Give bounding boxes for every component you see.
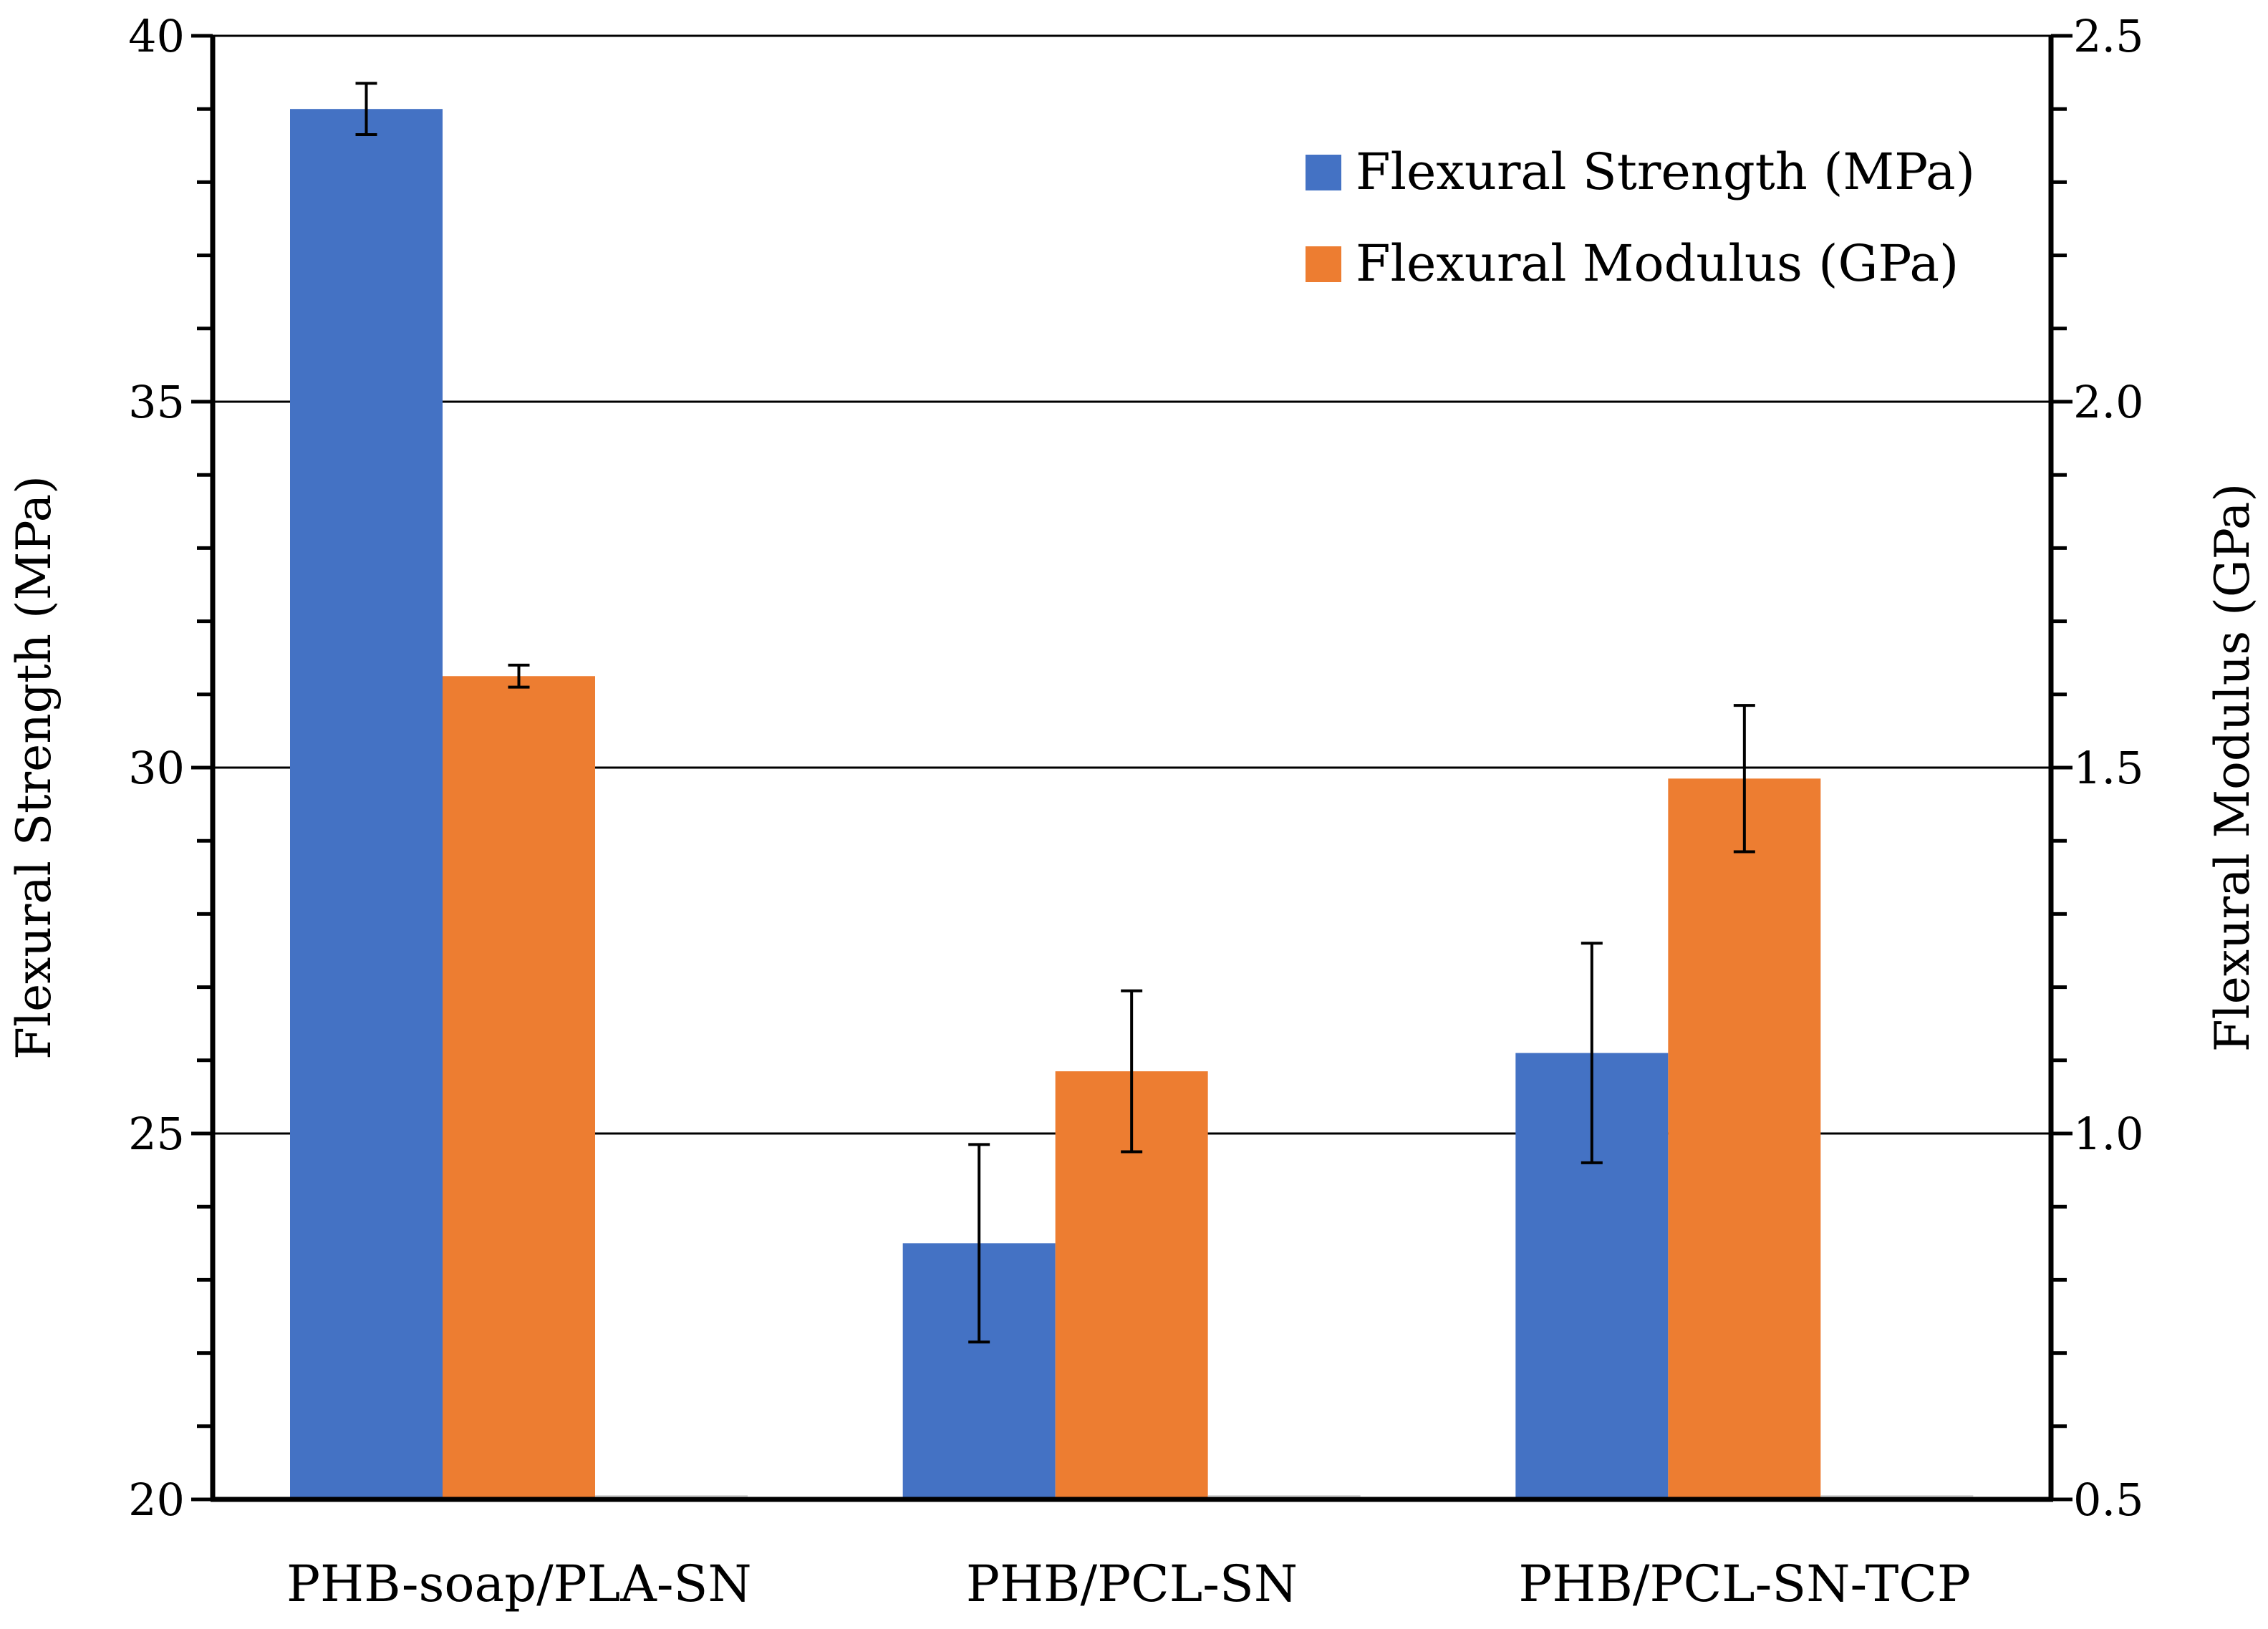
legend-swatch-modulus (1306, 246, 1341, 282)
y2-tick-label: 0.5 (2073, 1474, 2144, 1526)
category-label: PHB-soap/PLA-SN (286, 1555, 752, 1613)
tick-marks (191, 34, 2072, 1502)
legend-label-strength: Flexural Strength (MPa) (1356, 142, 1975, 201)
bar-modulus (443, 676, 595, 1499)
y2-tick-label: 1.5 (2073, 742, 2144, 794)
y2-axis-title: Flexural Modulus (GPa) (2205, 483, 2260, 1052)
category-label: PHB/PCL-SN (966, 1555, 1298, 1613)
legend-swatch-strength (1306, 155, 1341, 190)
legend: Flexural Strength (MPa) Flexural Modulus… (1306, 142, 1975, 293)
y-tick-label: 40 (128, 10, 185, 62)
legend-label-modulus: Flexural Modulus (GPa) (1356, 234, 1959, 293)
y-tick-label: 30 (128, 742, 185, 794)
tick-labels: 20 25 30 35 40 0.5 1.0 1.5 2.0 2.5 PHB-soap/PLA-SN… (128, 10, 2144, 1613)
y-tick-label: 25 (128, 1108, 185, 1160)
bar-strength (290, 109, 443, 1500)
error-bars (355, 82, 1755, 1344)
y2-tick-label: 1.0 (2073, 1108, 2144, 1160)
bar-modulus (1668, 778, 1821, 1499)
y-axis-title: Flexural Strength (MPa) (6, 475, 62, 1060)
category-label: PHB/PCL-SN-TCP (1518, 1555, 1971, 1613)
y2-tick-label: 2.5 (2073, 10, 2144, 62)
bars (290, 109, 1974, 1500)
y-tick-label: 35 (128, 376, 185, 428)
y2-tick-label: 2.0 (2073, 376, 2144, 428)
y-tick-label: 20 (128, 1474, 185, 1526)
